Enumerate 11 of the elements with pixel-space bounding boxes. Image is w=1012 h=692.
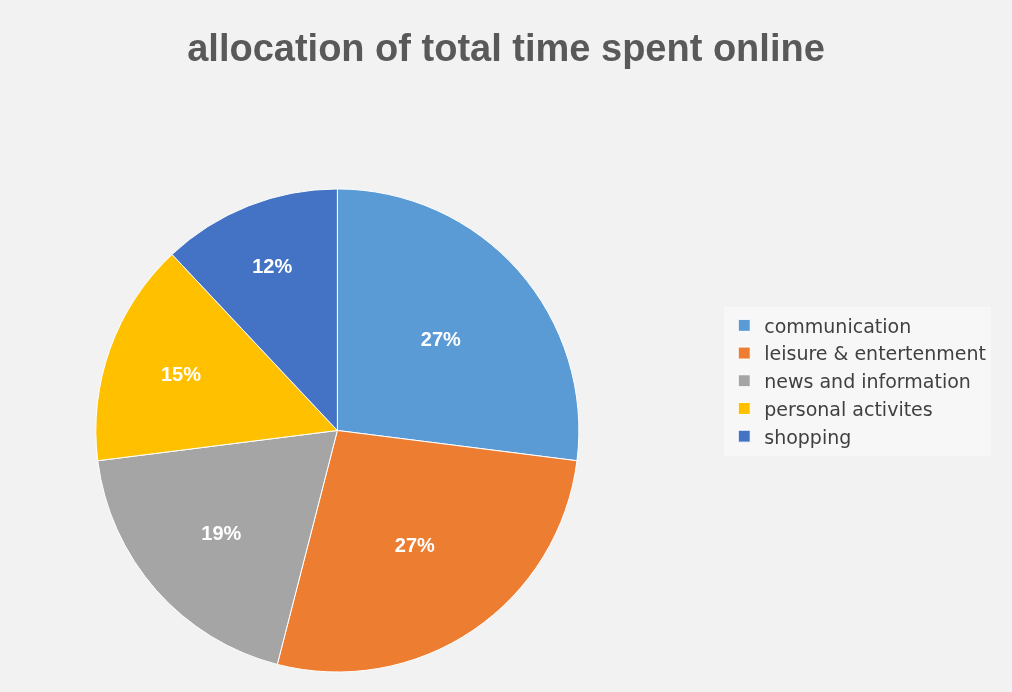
legend-label: leisure & entertenment xyxy=(764,342,986,365)
data-label: 27% xyxy=(394,533,436,556)
legend-label: personal activites xyxy=(764,397,933,420)
chart-title: allocation of total time spent online xyxy=(187,27,825,70)
legend-label: news and information xyxy=(764,370,971,393)
data-label: 19% xyxy=(201,521,242,544)
data-label: 27% xyxy=(420,328,461,351)
data-label: 15% xyxy=(160,363,202,386)
legend-label: shopping xyxy=(764,425,852,448)
data-label: 12% xyxy=(252,255,293,278)
legend-label: communication xyxy=(764,314,912,337)
